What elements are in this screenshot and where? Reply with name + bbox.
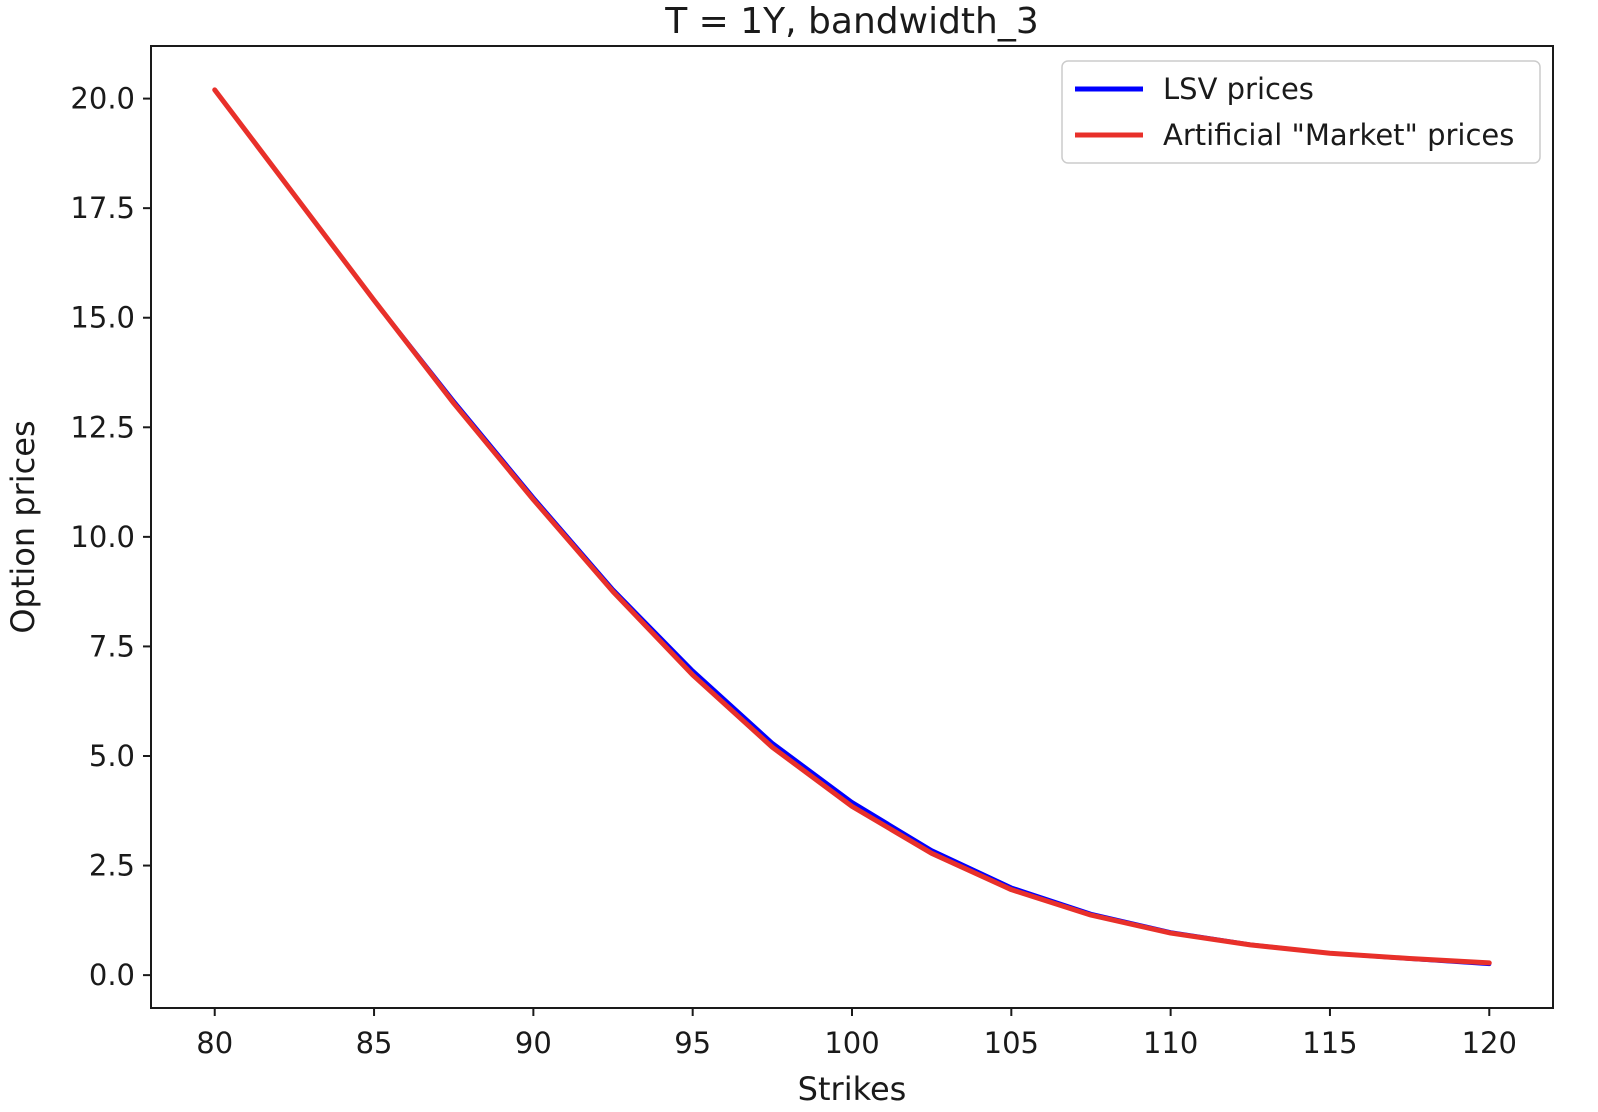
- x-tick-label: 100: [824, 1026, 879, 1060]
- chart-title: T = 1Y, bandwidth_3: [664, 1, 1039, 42]
- y-tick-label: 17.5: [70, 191, 135, 225]
- y-tick-label: 5.0: [89, 739, 135, 773]
- y-tick-label: 12.5: [70, 410, 135, 444]
- y-tick-label: 2.5: [89, 849, 135, 883]
- legend: LSV prices Artificial "Market" prices: [1061, 60, 1541, 164]
- y-tick-label: 20.0: [70, 82, 135, 116]
- x-tick-label: 90: [515, 1026, 552, 1060]
- plot-frame: [150, 45, 1554, 1009]
- y-tick-label: 7.5: [89, 629, 135, 663]
- x-tick-label: 120: [1462, 1026, 1517, 1060]
- legend-frame: [1061, 60, 1541, 164]
- legend-label-market: Artificial "Market" prices: [1163, 118, 1514, 152]
- legend-label-lsv: LSV prices: [1163, 72, 1314, 106]
- y-tick-label: 15.0: [70, 301, 135, 335]
- x-tick-label: 85: [356, 1026, 393, 1060]
- x-axis-label: Strikes: [798, 1070, 907, 1108]
- x-axis-ticks: 80 85 90 95 100 105 110 115 120: [196, 1008, 1517, 1060]
- x-tick-label: 110: [1143, 1026, 1198, 1060]
- x-tick-label: 105: [984, 1026, 1039, 1060]
- y-tick-label: 0.0: [89, 958, 135, 992]
- series-line-market: [212, 87, 1492, 966]
- x-tick-label: 95: [674, 1026, 711, 1060]
- x-tick-label: 115: [1302, 1026, 1357, 1060]
- x-tick-label: 80: [196, 1026, 233, 1060]
- y-axis-label: Option prices: [4, 420, 42, 633]
- y-axis-ticks: 0.0 2.5 5.0 7.5 10.0 12.5 15.0 17.5 20.0: [70, 82, 151, 992]
- y-tick-label: 10.0: [70, 520, 135, 554]
- series-lines: [212, 87, 1492, 967]
